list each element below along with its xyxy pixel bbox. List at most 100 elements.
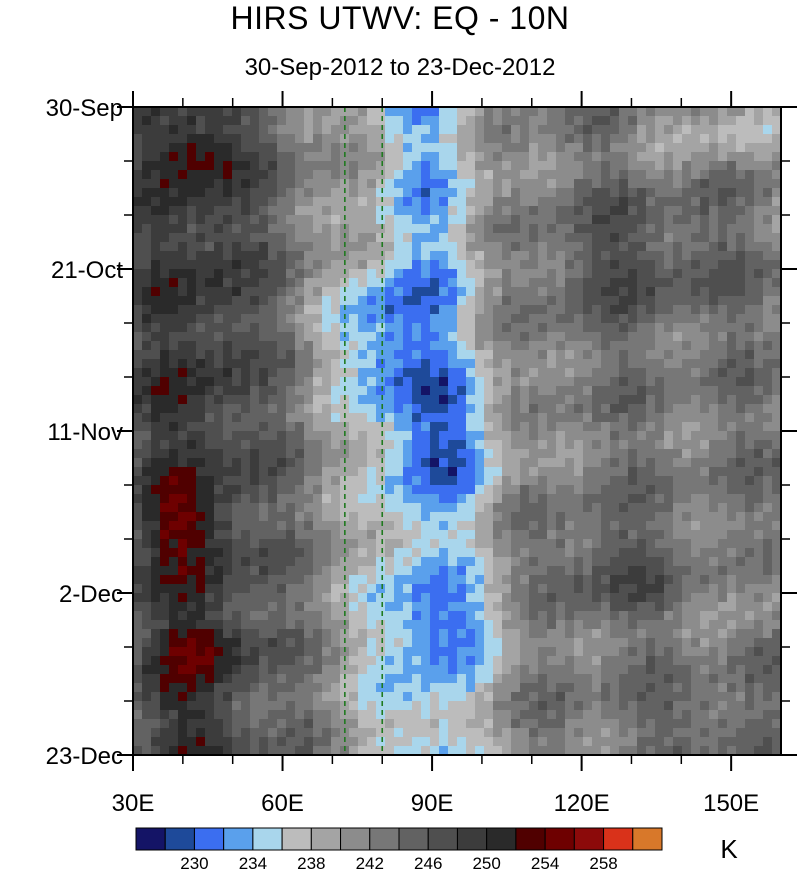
field-cell	[268, 404, 278, 414]
field-cell	[448, 206, 458, 216]
field-cell	[457, 341, 467, 351]
field-cell	[673, 476, 683, 486]
field-cell	[673, 512, 683, 522]
field-cell	[727, 494, 737, 504]
field-cell	[385, 422, 395, 432]
field-cell	[250, 710, 260, 720]
field-cell	[205, 728, 215, 738]
field-cell	[592, 485, 602, 495]
field-cell	[376, 683, 386, 693]
field-cell	[565, 449, 575, 459]
field-cell	[538, 314, 548, 324]
field-cell	[466, 341, 476, 351]
field-cell	[331, 611, 341, 621]
field-cell	[142, 521, 152, 531]
field-cell	[718, 242, 728, 252]
field-cell	[592, 278, 602, 288]
field-cell	[439, 224, 449, 234]
field-cell	[286, 710, 296, 720]
field-cell	[430, 719, 440, 729]
field-cell	[637, 134, 647, 144]
field-cell	[475, 332, 485, 342]
field-cell	[142, 314, 152, 324]
field-cell	[763, 323, 773, 333]
field-cell	[592, 530, 602, 540]
field-cell	[457, 377, 467, 387]
field-cell	[268, 476, 278, 486]
field-cell	[682, 422, 692, 432]
field-cell	[277, 431, 287, 441]
field-cell	[178, 530, 188, 540]
field-cell	[151, 116, 161, 126]
field-cell	[691, 638, 701, 648]
field-cell	[709, 638, 719, 648]
field-cell	[259, 683, 269, 693]
field-cell	[367, 296, 377, 306]
field-cell	[349, 611, 359, 621]
field-cell	[430, 395, 440, 405]
field-cell	[286, 512, 296, 522]
field-cell	[583, 521, 593, 531]
field-cell	[466, 602, 476, 612]
field-cell	[358, 188, 368, 198]
field-cell	[628, 395, 638, 405]
field-cell	[610, 539, 620, 549]
field-cell	[277, 116, 287, 126]
field-cell	[610, 476, 620, 486]
field-cell	[673, 584, 683, 594]
field-cell	[628, 647, 638, 657]
field-cell	[358, 701, 368, 711]
field-cell	[709, 359, 719, 369]
field-cell	[538, 602, 548, 612]
field-cell	[592, 323, 602, 333]
field-cell	[727, 719, 737, 729]
field-cell	[664, 656, 674, 666]
field-cell	[394, 152, 404, 162]
field-cell	[196, 332, 206, 342]
field-cell	[664, 395, 674, 405]
field-cell	[439, 134, 449, 144]
field-cell	[394, 134, 404, 144]
field-cell	[511, 125, 521, 135]
field-cell	[718, 593, 728, 603]
field-cell	[619, 629, 629, 639]
field-cell	[178, 242, 188, 252]
field-cell	[610, 602, 620, 612]
field-cell	[205, 206, 215, 216]
field-cell	[511, 188, 521, 198]
field-cell	[457, 449, 467, 459]
field-cell	[538, 332, 548, 342]
field-cell	[286, 170, 296, 180]
field-cell	[151, 611, 161, 621]
field-cell	[502, 656, 512, 666]
field-cell	[178, 314, 188, 324]
field-cell	[655, 350, 665, 360]
field-cell	[727, 683, 737, 693]
field-cell	[205, 404, 215, 414]
field-cell	[538, 530, 548, 540]
field-cell	[745, 665, 755, 675]
field-cell	[763, 467, 773, 477]
field-cell	[700, 440, 710, 450]
field-cell	[511, 269, 521, 279]
field-cell	[691, 143, 701, 153]
field-cell	[673, 278, 683, 288]
field-cell	[367, 332, 377, 342]
field-cell	[214, 422, 224, 432]
field-cell	[664, 116, 674, 126]
field-cell	[421, 548, 431, 558]
field-cell	[727, 188, 737, 198]
field-cell	[259, 467, 269, 477]
field-cell	[709, 620, 719, 630]
field-cell	[754, 386, 764, 396]
field-cell	[250, 449, 260, 459]
field-cell	[313, 701, 323, 711]
field-cell	[673, 719, 683, 729]
field-cell	[466, 683, 476, 693]
field-cell	[574, 350, 584, 360]
field-cell	[367, 710, 377, 720]
field-cell	[682, 683, 692, 693]
field-cell	[619, 179, 629, 189]
field-cell	[511, 449, 521, 459]
field-cell	[763, 485, 773, 495]
